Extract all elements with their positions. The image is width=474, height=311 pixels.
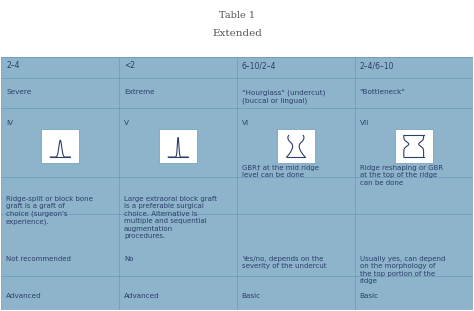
Text: Large extraoral block graft
is a preferable surgical
choice. Alternative is
mult: Large extraoral block graft is a prefera… — [124, 196, 217, 239]
Text: No: No — [124, 256, 133, 262]
Text: Basic: Basic — [242, 293, 261, 299]
Text: Advanced: Advanced — [124, 293, 160, 299]
Text: Extended: Extended — [212, 29, 262, 38]
Text: Ridge reshaping or GBR
at the top of the ridge
can be done: Ridge reshaping or GBR at the top of the… — [359, 165, 443, 186]
Text: Ridge-split or block bone
graft is a graft of
choice (surgeon's
experience).: Ridge-split or block bone graft is a gra… — [6, 196, 93, 225]
Text: Not recommended: Not recommended — [6, 256, 71, 262]
FancyBboxPatch shape — [41, 129, 79, 163]
Text: Table 1: Table 1 — [219, 11, 255, 20]
Text: VI: VI — [242, 120, 249, 126]
Text: Advanced: Advanced — [6, 293, 42, 299]
Text: IV: IV — [6, 120, 13, 126]
Text: Severe: Severe — [6, 89, 31, 95]
Text: V: V — [124, 120, 129, 126]
Text: GBR† at the mid ridge
level can be done: GBR† at the mid ridge level can be done — [242, 165, 319, 178]
FancyBboxPatch shape — [395, 129, 433, 163]
Text: Usually yes, can depend
on the morphology of
the top portion of the
ridge: Usually yes, can depend on the morpholog… — [359, 256, 445, 284]
Text: 2–4: 2–4 — [6, 62, 19, 71]
Text: "Hourglass" (undercut)
(buccal or lingual): "Hourglass" (undercut) (buccal or lingua… — [242, 89, 325, 104]
FancyBboxPatch shape — [1, 57, 473, 310]
Text: 6–10/2–4: 6–10/2–4 — [242, 62, 276, 71]
FancyBboxPatch shape — [277, 129, 315, 163]
Text: Yes/no, depends on the
severity of the undercut: Yes/no, depends on the severity of the u… — [242, 256, 326, 269]
Text: Basic: Basic — [359, 293, 379, 299]
Text: "Bottleneck": "Bottleneck" — [359, 89, 405, 95]
FancyBboxPatch shape — [159, 129, 197, 163]
Text: Extreme: Extreme — [124, 89, 155, 95]
Text: 2–4/6–10: 2–4/6–10 — [359, 62, 394, 71]
Text: VII: VII — [359, 120, 369, 126]
Text: <2: <2 — [124, 62, 135, 71]
